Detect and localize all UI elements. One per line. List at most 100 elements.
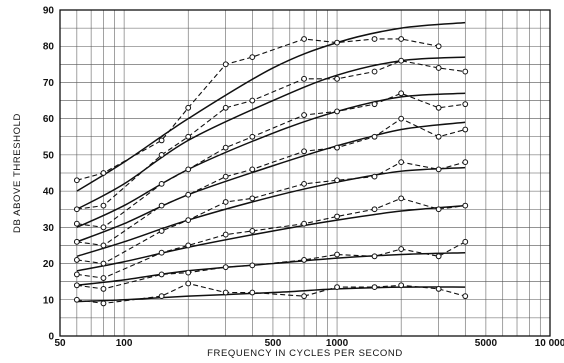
- y-tick-label: 30: [43, 223, 55, 234]
- data-point: [222, 199, 229, 205]
- data-point: [462, 159, 469, 166]
- data-point: [249, 289, 256, 296]
- y-tick-label: 80: [43, 42, 55, 53]
- data-point: [185, 104, 192, 111]
- y-tick-label: 50: [43, 150, 55, 161]
- data-point: [398, 246, 405, 252]
- data-point: [398, 90, 405, 97]
- data-point: [462, 293, 469, 300]
- data-point: [398, 159, 405, 166]
- data-point: [462, 202, 469, 209]
- data-point: [222, 104, 229, 111]
- measured-line-3: [76, 197, 466, 279]
- data-point: [73, 296, 80, 303]
- smooth-curve-6: [76, 92, 466, 229]
- data-point: [185, 280, 192, 287]
- data-point: [185, 242, 192, 249]
- data-point: [73, 282, 80, 289]
- data-point: [435, 206, 442, 213]
- data-point: [371, 101, 378, 108]
- x-tick-label: 50: [54, 338, 66, 349]
- data-point: [301, 180, 307, 187]
- data-point: [371, 173, 378, 180]
- data-point: [73, 271, 80, 278]
- data-point: [462, 238, 469, 245]
- data-point: [371, 133, 378, 140]
- data-point: [185, 269, 192, 276]
- data-point: [100, 170, 107, 176]
- y-tick-label: 20: [43, 259, 55, 270]
- data-point: [249, 133, 256, 140]
- data-point: [334, 177, 340, 184]
- data-point: [100, 286, 107, 292]
- data-point: [435, 286, 442, 292]
- measured-line-1: [76, 282, 466, 304]
- x-axis-label: FREQUENCY IN CYCLES PER SECOND: [207, 348, 403, 359]
- data-point: [462, 101, 469, 108]
- smooth-curve-2: [76, 251, 466, 287]
- smooth-curve-8: [76, 21, 466, 192]
- data-point: [185, 191, 192, 198]
- data-point: [435, 166, 442, 173]
- data-point: [73, 257, 80, 263]
- data-point: [301, 257, 307, 263]
- data-point: [462, 126, 469, 133]
- data-point: [185, 217, 192, 223]
- data-point: [185, 133, 192, 140]
- data-point: [435, 65, 442, 71]
- data-point: [158, 137, 165, 144]
- measured-line-4: [76, 161, 466, 265]
- data-point: [100, 260, 107, 267]
- data-point: [301, 36, 307, 42]
- y-tick-label: 70: [43, 78, 55, 89]
- data-point: [249, 228, 256, 234]
- x-tick-label: 500: [265, 338, 282, 349]
- data-point: [158, 293, 165, 300]
- x-tick-label: 5000: [475, 338, 498, 349]
- data-point: [100, 202, 107, 209]
- data-point: [398, 57, 405, 64]
- data-point: [334, 144, 340, 151]
- data-point: [158, 180, 165, 187]
- smooth-curve-3: [76, 204, 466, 272]
- data-point: [158, 271, 165, 278]
- x-tick-label: 1000: [326, 338, 349, 349]
- data-point: [334, 251, 340, 258]
- data-point: [435, 133, 442, 140]
- data-point: [222, 61, 229, 68]
- data-point: [398, 282, 405, 289]
- y-axis-label: DB ABOVE THRESHOLD: [12, 113, 23, 233]
- data-point: [222, 264, 229, 271]
- data-point: [301, 293, 307, 300]
- data-point: [249, 97, 256, 104]
- data-point: [158, 151, 165, 158]
- y-tick-label: 60: [43, 114, 55, 125]
- y-tick-label: 10: [43, 295, 55, 306]
- data-point: [371, 68, 378, 75]
- data-point: [222, 173, 229, 180]
- data-point: [398, 36, 405, 42]
- data-point: [100, 300, 107, 307]
- data-point: [301, 75, 307, 82]
- data-point: [334, 284, 340, 291]
- data-point: [185, 166, 192, 173]
- plot-frame: [59, 9, 551, 337]
- data-point: [435, 253, 442, 260]
- data-point: [249, 195, 256, 202]
- data-point: [398, 115, 405, 122]
- data-point: [158, 228, 165, 234]
- data-point: [435, 43, 442, 50]
- x-tick-label: 100: [116, 338, 133, 349]
- measured-line-2: [76, 241, 466, 290]
- data-point: [435, 104, 442, 111]
- grid: [60, 10, 550, 336]
- data-point: [462, 68, 469, 75]
- data-point: [371, 206, 378, 213]
- x-tick-label: 10 000: [535, 338, 564, 349]
- data-point: [301, 148, 307, 155]
- data-point: [158, 202, 165, 209]
- data-point: [334, 108, 340, 115]
- measured-line-5: [76, 118, 466, 247]
- data-points: [73, 36, 469, 307]
